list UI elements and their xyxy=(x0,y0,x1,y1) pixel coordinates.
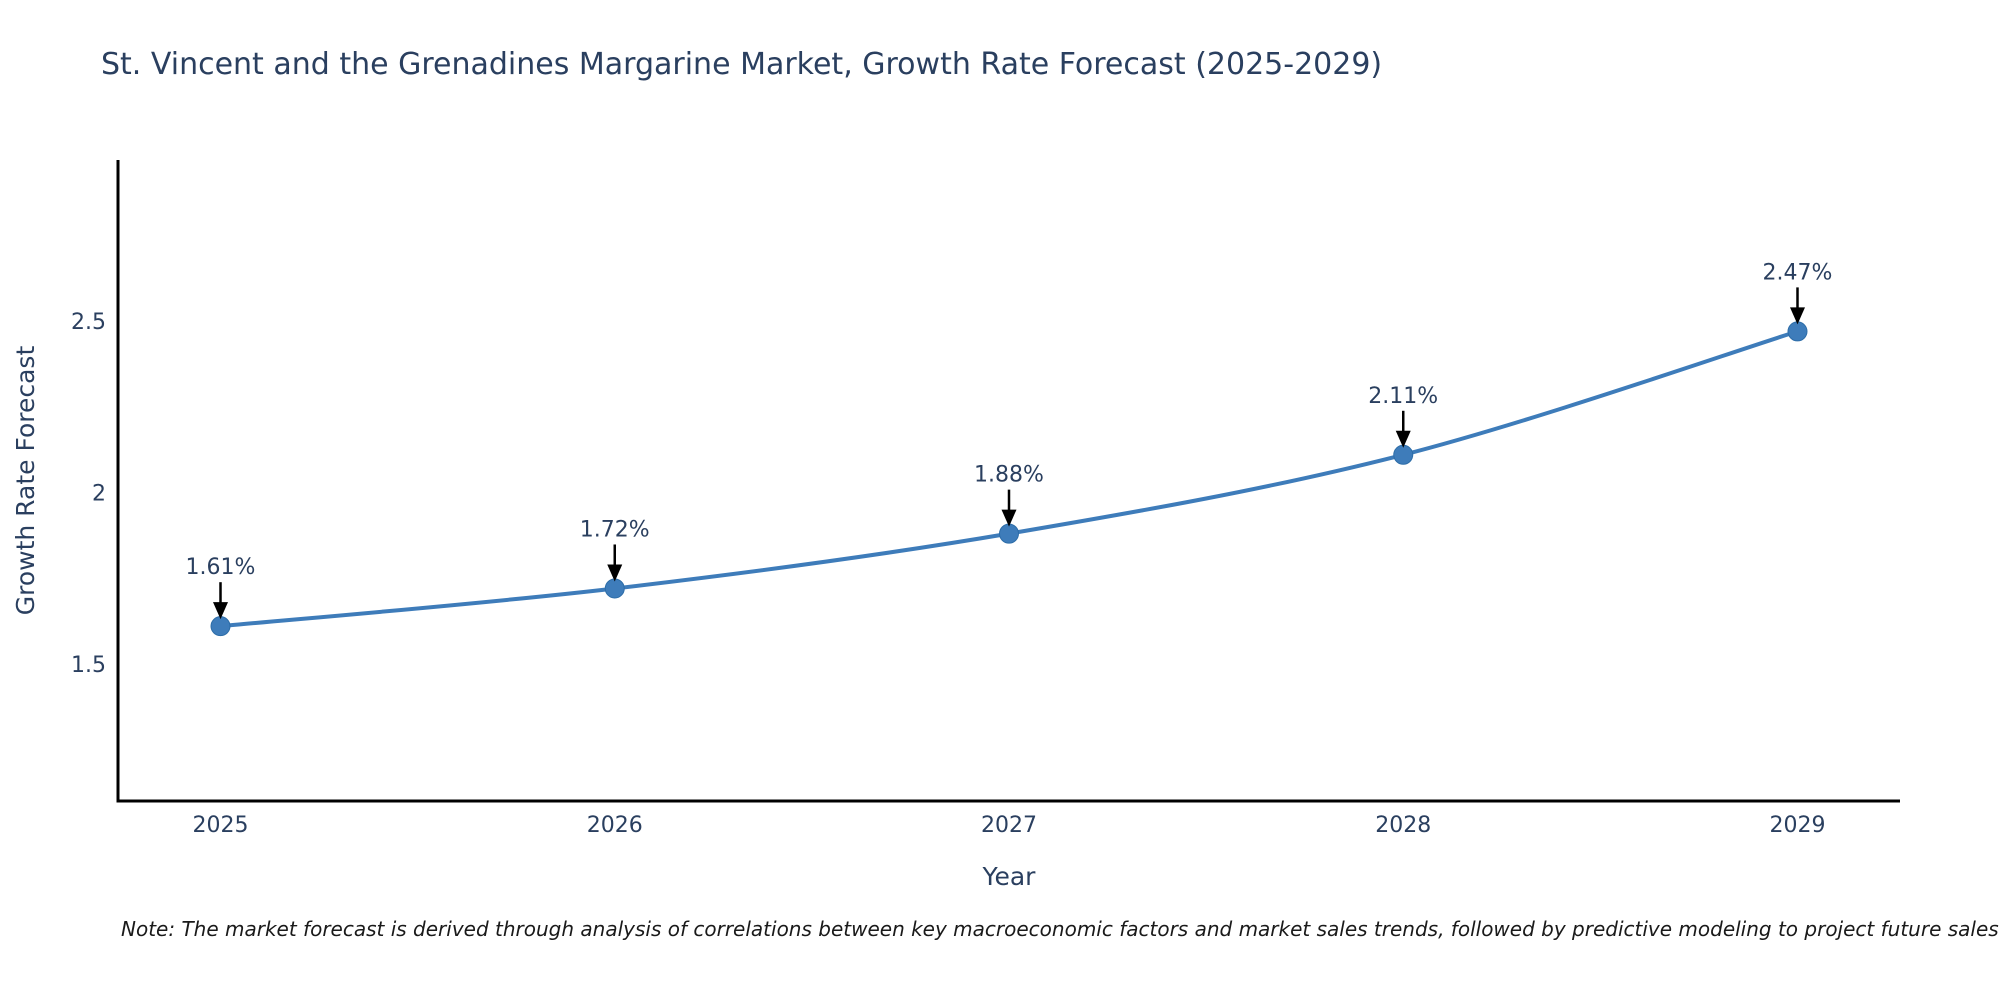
point-annotation-label: 1.88% xyxy=(974,463,1044,488)
footnote-text: Note: The market forecast is derived thr… xyxy=(121,917,1999,941)
y-tick-label: 2 xyxy=(92,481,106,506)
annotation-arrow-head-icon xyxy=(1001,509,1017,527)
x-tick-label: 2026 xyxy=(587,813,643,838)
data-point-marker xyxy=(999,523,1019,544)
annotation-arrow-head-icon xyxy=(1789,307,1805,325)
point-annotation-label: 1.72% xyxy=(580,517,650,542)
point-annotation-label: 2.11% xyxy=(1368,384,1438,409)
annotation-arrow-head-icon xyxy=(213,602,229,620)
y-tick-label: 2.5 xyxy=(71,310,106,335)
y-tick-label: 1.5 xyxy=(71,653,106,678)
x-tick-label: 2028 xyxy=(1375,813,1431,838)
x-tick-label: 2025 xyxy=(193,813,249,838)
x-tick-label: 2029 xyxy=(1769,813,1825,838)
data-point-marker xyxy=(1787,321,1808,342)
point-annotation-label: 2.47% xyxy=(1763,260,1833,285)
data-point-marker xyxy=(604,578,625,599)
data-point-marker xyxy=(1393,444,1414,465)
y-axis-title: Growth Rate Forecast xyxy=(11,346,40,616)
data-point-marker xyxy=(210,616,231,637)
annotation-arrow-head-icon xyxy=(607,564,623,582)
chart-title: St. Vincent and the Grenadines Margarine… xyxy=(101,47,1383,82)
point-annotation-label: 1.61% xyxy=(186,555,256,580)
x-axis-title: Year xyxy=(982,862,1037,891)
x-tick-label: 2027 xyxy=(981,813,1037,838)
annotation-arrow-head-icon xyxy=(1395,430,1411,448)
